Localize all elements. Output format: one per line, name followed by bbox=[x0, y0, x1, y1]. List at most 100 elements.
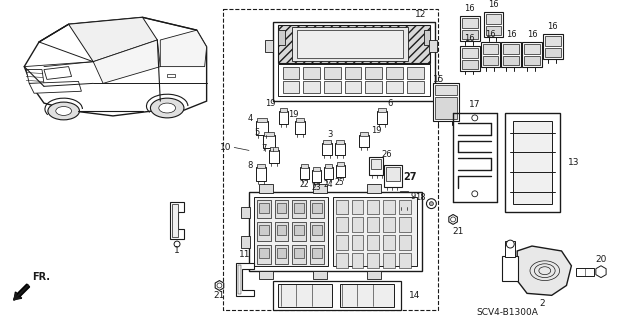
Text: 16: 16 bbox=[488, 0, 499, 9]
Ellipse shape bbox=[48, 102, 79, 120]
Bar bbox=[351, 253, 364, 268]
Bar bbox=[462, 18, 477, 28]
Bar bbox=[259, 248, 269, 258]
Bar bbox=[273, 22, 435, 101]
Bar bbox=[513, 121, 552, 204]
Text: 9: 9 bbox=[411, 192, 416, 201]
Bar bbox=[486, 14, 501, 24]
Polygon shape bbox=[24, 17, 207, 116]
Bar bbox=[345, 67, 362, 79]
Bar bbox=[383, 253, 395, 268]
Bar bbox=[407, 67, 424, 79]
Bar bbox=[276, 203, 287, 212]
Text: 8: 8 bbox=[248, 161, 253, 170]
Bar bbox=[241, 207, 250, 219]
Bar bbox=[264, 132, 274, 136]
Bar bbox=[238, 265, 241, 294]
Bar bbox=[386, 67, 403, 79]
Text: 5: 5 bbox=[255, 128, 260, 137]
Bar bbox=[351, 218, 364, 232]
Bar bbox=[407, 81, 424, 93]
Bar bbox=[484, 12, 504, 37]
Bar bbox=[296, 118, 304, 122]
Bar bbox=[577, 268, 594, 276]
Text: 18: 18 bbox=[415, 193, 426, 202]
Bar bbox=[483, 56, 499, 65]
Circle shape bbox=[429, 202, 433, 206]
Bar bbox=[254, 197, 328, 266]
Bar bbox=[282, 67, 300, 79]
Text: 16: 16 bbox=[485, 30, 496, 39]
Bar bbox=[351, 200, 364, 214]
Bar bbox=[292, 27, 408, 61]
Bar bbox=[383, 200, 395, 214]
Text: 2: 2 bbox=[539, 299, 545, 308]
Text: 16: 16 bbox=[527, 30, 537, 39]
Bar bbox=[360, 135, 369, 147]
Bar bbox=[435, 97, 457, 119]
Bar bbox=[345, 81, 362, 93]
Bar bbox=[312, 225, 322, 235]
Bar bbox=[483, 44, 499, 54]
Bar bbox=[367, 184, 381, 193]
Text: 10: 10 bbox=[220, 143, 231, 152]
Bar bbox=[460, 16, 480, 41]
Bar bbox=[399, 253, 411, 268]
Text: 11: 11 bbox=[239, 250, 251, 259]
Bar bbox=[336, 165, 345, 177]
Bar bbox=[312, 203, 322, 212]
Text: 16: 16 bbox=[547, 22, 558, 31]
Bar bbox=[502, 256, 518, 280]
Bar bbox=[369, 157, 383, 175]
Text: 16: 16 bbox=[465, 4, 475, 13]
Bar bbox=[259, 184, 273, 193]
Polygon shape bbox=[170, 202, 184, 239]
Bar bbox=[275, 245, 289, 264]
Bar bbox=[292, 200, 306, 219]
Text: 15: 15 bbox=[433, 75, 445, 84]
Bar bbox=[429, 40, 437, 52]
Bar bbox=[365, 67, 382, 79]
Bar bbox=[310, 222, 324, 241]
Text: 27: 27 bbox=[403, 172, 416, 182]
Bar bbox=[322, 143, 332, 155]
Text: 6: 6 bbox=[387, 99, 392, 108]
Bar bbox=[300, 167, 309, 179]
Circle shape bbox=[174, 241, 180, 247]
Bar bbox=[371, 159, 381, 169]
Bar bbox=[336, 218, 348, 232]
Polygon shape bbox=[93, 40, 160, 83]
Polygon shape bbox=[44, 67, 72, 79]
Bar bbox=[313, 167, 320, 171]
Bar bbox=[263, 135, 275, 148]
Text: 16: 16 bbox=[506, 30, 516, 39]
Bar bbox=[257, 164, 265, 168]
Bar bbox=[506, 241, 515, 257]
Ellipse shape bbox=[150, 98, 184, 118]
Bar bbox=[257, 222, 271, 241]
Bar bbox=[269, 147, 278, 152]
Text: 21: 21 bbox=[214, 291, 225, 300]
Bar bbox=[386, 167, 400, 181]
Bar bbox=[301, 164, 308, 168]
Bar bbox=[351, 235, 364, 250]
Text: 4: 4 bbox=[248, 115, 253, 123]
Bar bbox=[384, 165, 402, 187]
Text: 23: 23 bbox=[311, 183, 321, 192]
Ellipse shape bbox=[56, 107, 72, 115]
Text: 12: 12 bbox=[415, 10, 426, 19]
Circle shape bbox=[472, 191, 477, 197]
Bar bbox=[324, 167, 333, 179]
Bar bbox=[273, 280, 401, 310]
Bar bbox=[377, 111, 387, 124]
Bar bbox=[259, 203, 269, 212]
Bar bbox=[241, 236, 250, 248]
Bar bbox=[275, 200, 289, 219]
Text: 1: 1 bbox=[174, 247, 180, 256]
Bar bbox=[172, 204, 178, 237]
Bar bbox=[324, 81, 340, 93]
Text: 19: 19 bbox=[371, 126, 382, 135]
Bar bbox=[282, 81, 300, 93]
Bar bbox=[223, 10, 438, 310]
Bar bbox=[462, 30, 477, 39]
